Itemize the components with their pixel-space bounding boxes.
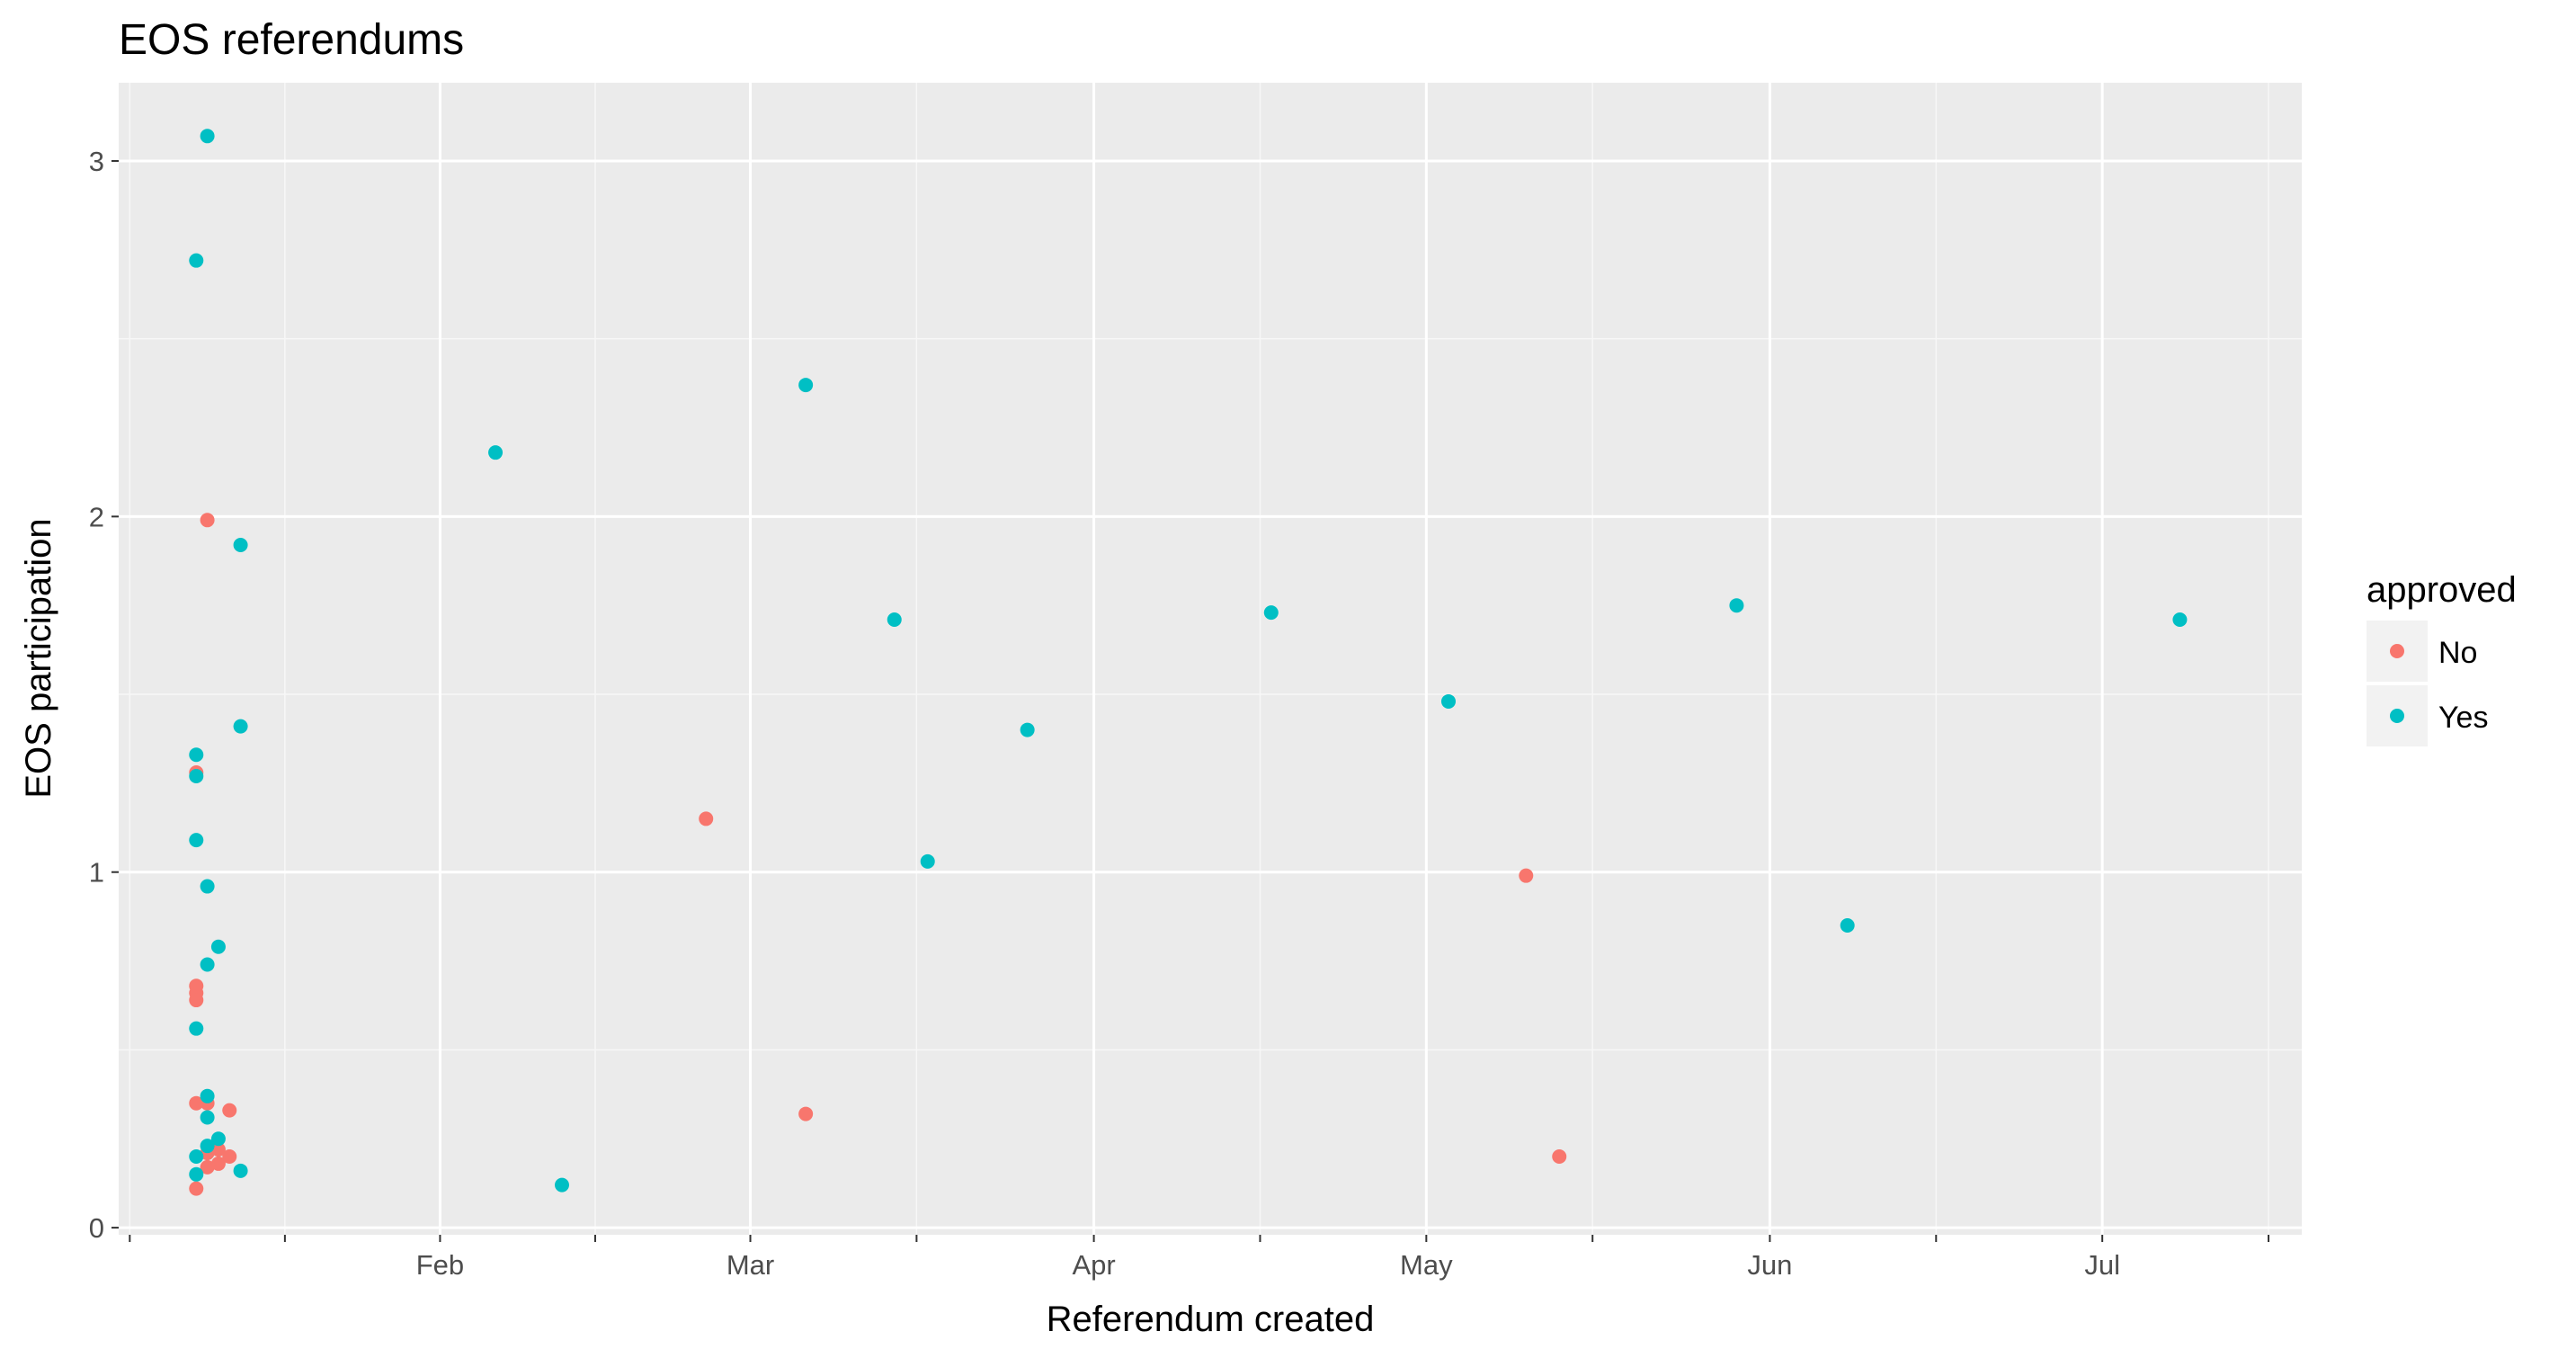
data-point-yes: [189, 768, 204, 783]
x-tick-label: Feb: [416, 1249, 464, 1281]
data-point-yes: [189, 833, 204, 848]
data-point-yes: [210, 939, 226, 954]
data-point-yes: [189, 1021, 204, 1036]
data-point-yes: [887, 612, 902, 628]
data-point-yes: [189, 1149, 204, 1165]
x-tick-label: Jul: [2084, 1249, 2120, 1281]
data-point-no: [200, 513, 215, 528]
legend-label-yes: Yes: [2438, 701, 2488, 735]
data-point-no: [189, 978, 204, 994]
data-point-no: [1519, 868, 1534, 883]
legend: approved No Yes: [2367, 570, 2517, 746]
data-point-yes: [200, 957, 215, 972]
data-point-no: [222, 1103, 237, 1118]
data-point-yes: [554, 1177, 569, 1193]
y-axis: 0 1 2 3: [89, 146, 119, 1244]
minor-gridlines: [119, 83, 2302, 1235]
plot-panel: [119, 83, 2302, 1235]
legend-title: approved: [2367, 570, 2517, 610]
legend-marker-no: [2390, 644, 2404, 658]
data-point-yes: [233, 537, 248, 552]
data-point-yes: [1729, 598, 1744, 613]
data-point-yes: [488, 445, 504, 460]
chart-title: EOS referendums: [119, 16, 464, 64]
x-tick-label: Apr: [1072, 1249, 1115, 1281]
data-point-yes: [200, 129, 215, 144]
y-tick-label: 1: [89, 857, 104, 889]
x-tick-label: Jun: [1747, 1249, 1792, 1281]
data-point-yes: [189, 747, 204, 763]
data-point-yes: [2172, 612, 2188, 628]
y-tick-label: 2: [89, 501, 104, 532]
data-point-yes: [1263, 605, 1279, 621]
x-axis-title: Referendum created: [1047, 1300, 1375, 1339]
data-point-no: [222, 1149, 237, 1165]
data-point-yes: [200, 1088, 215, 1103]
data-point-no: [200, 1159, 215, 1175]
data-point-yes: [210, 1131, 226, 1147]
legend-marker-yes: [2390, 709, 2404, 723]
data-point-no: [1552, 1149, 1567, 1165]
data-point-yes: [200, 1139, 215, 1154]
data-point-yes: [200, 879, 215, 894]
legend-label-no: No: [2438, 636, 2477, 670]
data-point-yes: [233, 719, 248, 734]
data-point-no: [210, 1156, 226, 1171]
y-tick-label: 0: [89, 1212, 104, 1244]
data-point-yes: [189, 253, 204, 268]
data-point-no: [699, 811, 714, 826]
data-point-yes: [1020, 722, 1035, 737]
data-point-no: [210, 1142, 226, 1157]
data-point-yes: [1840, 918, 1855, 934]
data-point-yes: [1440, 693, 1456, 709]
data-point-no: [189, 1095, 204, 1111]
data-point-no: [189, 1181, 204, 1196]
data-points: [189, 129, 2188, 1196]
data-point-yes: [233, 1163, 248, 1178]
data-point-yes: [798, 378, 814, 393]
x-axis: Feb Mar Apr May Jun Jul: [129, 1235, 2270, 1281]
data-point-no: [798, 1106, 814, 1121]
x-tick-label: May: [1400, 1249, 1453, 1281]
major-gridlines: [119, 83, 2302, 1235]
y-axis-title: EOS participation: [19, 518, 58, 798]
data-point-yes: [200, 1110, 215, 1125]
data-point-yes: [920, 853, 935, 869]
data-point-yes: [189, 1166, 204, 1182]
y-tick-label: 3: [89, 146, 104, 177]
x-tick-label: Mar: [726, 1249, 774, 1281]
